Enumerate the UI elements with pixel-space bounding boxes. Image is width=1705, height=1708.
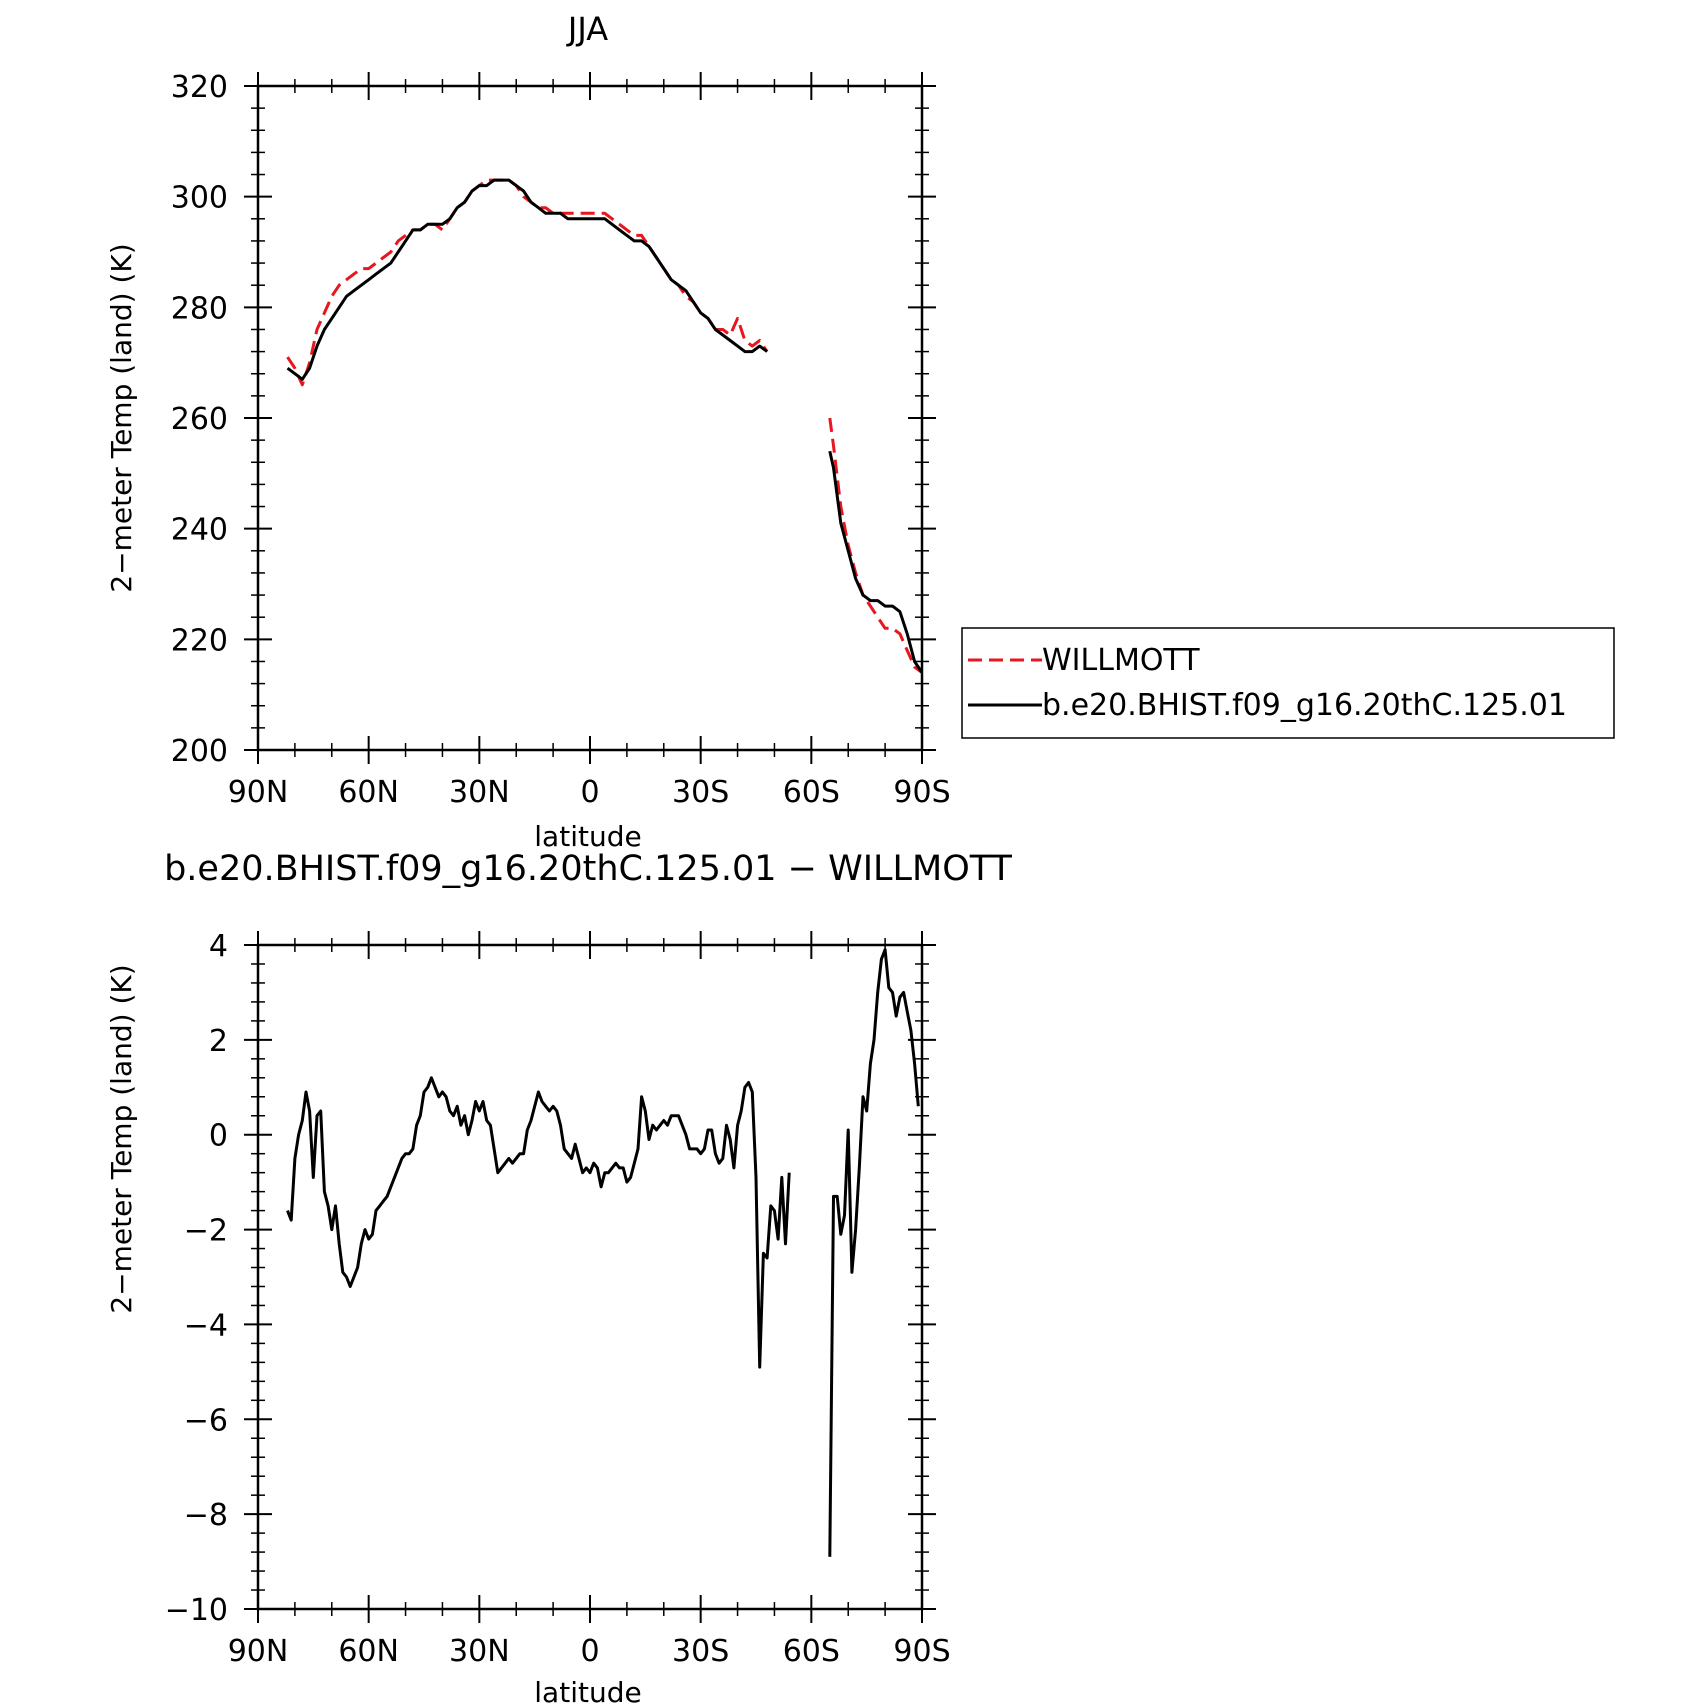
bottom-ytick-label: 4 — [209, 929, 228, 964]
top-ytick-label: 220 — [171, 623, 228, 658]
top-xtick-label: 60S — [783, 775, 840, 810]
top-xtick-label: 60N — [338, 775, 399, 810]
top-ytick-label: 200 — [171, 734, 228, 769]
bottom-xtick-label: 60N — [338, 1634, 399, 1669]
bottom-xtick-label: 30S — [672, 1634, 729, 1669]
top-series-0-line-segment-0 — [286, 178, 769, 387]
top-xtick-label: 30S — [672, 775, 729, 810]
top-plot-frame — [256, 84, 924, 752]
bottom-ytick-label: −4 — [184, 1308, 228, 1343]
legend-box — [961, 627, 1615, 739]
bottom-xtick-label: 90N — [228, 1634, 289, 1669]
bottom-plot-frame — [256, 943, 924, 1611]
top-chart-xlabel: latitude — [534, 820, 641, 853]
top-chart-ylabel-group: 2−meter Temp (land) (K) — [105, 243, 138, 592]
top-xtick-label: 90N — [228, 775, 289, 810]
top-ytick-label: 240 — [171, 513, 228, 548]
top-series-1-line-segment-0 — [286, 178, 768, 381]
bottom-chart-xlabel: latitude — [534, 1676, 641, 1708]
bottom-chart-ylabel: 2−meter Temp (land) (K) — [105, 964, 138, 1313]
bottom-xtick-label: 30N — [449, 1634, 510, 1669]
bottom-chart-title: b.e20.BHIST.f09_g16.20thC.125.01 − WILLM… — [164, 849, 1012, 889]
top-chart-title: JJA — [566, 10, 608, 48]
bottom-xtick-label: 0 — [580, 1634, 599, 1669]
bottom-series-0-line-segment-0 — [286, 1076, 791, 1369]
legend: WILLMOTT b.e20.BHIST.f09_g16.20thC.125.0… — [961, 627, 1615, 739]
legend-label-model: b.e20.BHIST.f09_g16.20thC.125.01 — [1042, 688, 1567, 723]
top-xtick-label: 0 — [580, 775, 599, 810]
top-panel-chart: JJA 2−meter Temp (land) (K) latitude 200… — [105, 10, 951, 853]
legend-label-willmott: WILLMOTT — [1042, 643, 1200, 678]
bottom-ytick-label: −10 — [165, 1593, 228, 1628]
top-ytick-label: 260 — [171, 402, 228, 437]
top-series-0-line-segment-1 — [828, 417, 923, 674]
bottom-xtick-label: 60S — [783, 1634, 840, 1669]
bottom-ytick-label: 0 — [209, 1119, 228, 1154]
top-chart-ylabel: 2−meter Temp (land) (K) — [105, 243, 138, 592]
bottom-ytick-label: 2 — [209, 1024, 228, 1059]
bottom-panel-chart: b.e20.BHIST.f09_g16.20thC.125.01 − WILLM… — [105, 849, 1013, 1708]
top-ytick-label: 300 — [171, 181, 228, 216]
bottom-xtick-label: 90S — [893, 1634, 950, 1669]
bottom-ytick-label: −6 — [184, 1403, 228, 1438]
top-ytick-label: 320 — [171, 70, 228, 105]
bottom-chart-ylabel-group: 2−meter Temp (land) (K) — [105, 964, 138, 1313]
top-xtick-label: 30N — [449, 775, 510, 810]
top-ytick-label: 280 — [171, 291, 228, 326]
bottom-series-0-line-segment-1 — [828, 948, 920, 1557]
top-series-1-line-segment-1 — [828, 450, 924, 674]
bottom-ytick-label: −2 — [184, 1214, 228, 1249]
top-xtick-label: 90S — [893, 775, 950, 810]
bottom-ytick-label: −8 — [184, 1498, 228, 1533]
